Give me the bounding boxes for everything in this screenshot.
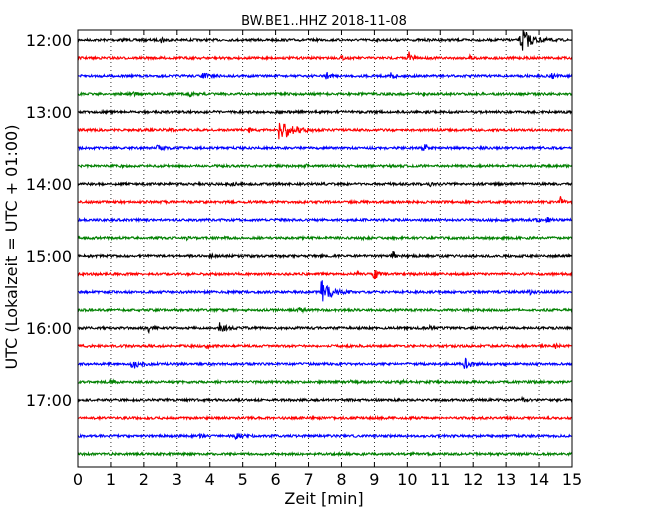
plot-frame — [77, 29, 573, 468]
trace-row-1730 — [77, 432, 573, 441]
x-tick-label-5: 5 — [238, 470, 248, 489]
y-tick-label-0: 12:00 — [26, 31, 72, 50]
y-tick-label-5: 17:00 — [26, 391, 72, 410]
x-tick-label-9: 9 — [369, 470, 379, 489]
x-axis-label: Zeit [min] — [284, 489, 363, 508]
x-tick-label-4: 4 — [205, 470, 215, 489]
trace-row-1400 — [77, 180, 573, 188]
x-tick-label-13: 13 — [496, 470, 516, 489]
trace-row-1745 — [77, 450, 573, 458]
trace-row-1500 — [77, 250, 573, 260]
trace-row-1700 — [77, 395, 573, 404]
trace-row-1430 — [77, 216, 573, 224]
x-tick-label-0: 0 — [73, 470, 83, 489]
grid-lines — [110, 30, 540, 467]
trace-row-1230 — [77, 71, 573, 80]
trace-row-1515 — [77, 269, 573, 280]
x-tick-label-15: 15 — [562, 470, 582, 489]
x-tick-label-7: 7 — [303, 470, 313, 489]
x-tick-label-1: 1 — [106, 470, 116, 489]
x-tick-label-2: 2 — [139, 470, 149, 489]
trace-row-1715 — [77, 414, 573, 422]
x-tick-label-6: 6 — [271, 470, 281, 489]
trace-row-1245 — [77, 90, 573, 98]
chart-title: BW.BE1..HHZ 2018-11-08 — [241, 14, 407, 29]
x-tick-label-8: 8 — [336, 470, 346, 489]
trace-row-1200 — [77, 29, 573, 51]
trace-row-1300 — [77, 108, 573, 116]
trace-row-1630 — [77, 357, 573, 369]
trace-row-1330 — [77, 144, 573, 152]
x-tick-label-11: 11 — [430, 470, 450, 489]
y-tick-label-1: 13:00 — [26, 103, 72, 122]
trace-row-1545 — [77, 306, 573, 314]
trace-row-1345 — [77, 162, 573, 170]
trace-row-1215 — [77, 51, 573, 62]
x-tick-label-12: 12 — [463, 470, 483, 489]
trace-row-1645 — [77, 378, 573, 386]
y-tick-label-2: 14:00 — [26, 175, 72, 194]
x-tick-label-3: 3 — [172, 470, 182, 489]
seismic-traces — [77, 29, 573, 458]
y-axis-label: UTC (Lokalzeit = UTC + 01:00) — [2, 125, 21, 370]
trace-row-1415 — [77, 196, 573, 206]
trace-row-1445 — [77, 234, 573, 242]
y-tick-label-3: 15:00 — [26, 247, 72, 266]
x-tick-label-10: 10 — [397, 470, 417, 489]
trace-row-1315 — [77, 122, 573, 140]
x-tick-label-14: 14 — [529, 470, 549, 489]
axis-ticks: 0 1 2 3 4 5 6 7 8 9 10 11 12 13 14 1512:0013:0014:0015:… — [26, 30, 582, 489]
trace-row-1530 — [77, 280, 573, 302]
y-tick-label-4: 16:00 — [26, 319, 72, 338]
trace-row-1615 — [77, 342, 573, 351]
trace-row-1600 — [77, 322, 573, 335]
